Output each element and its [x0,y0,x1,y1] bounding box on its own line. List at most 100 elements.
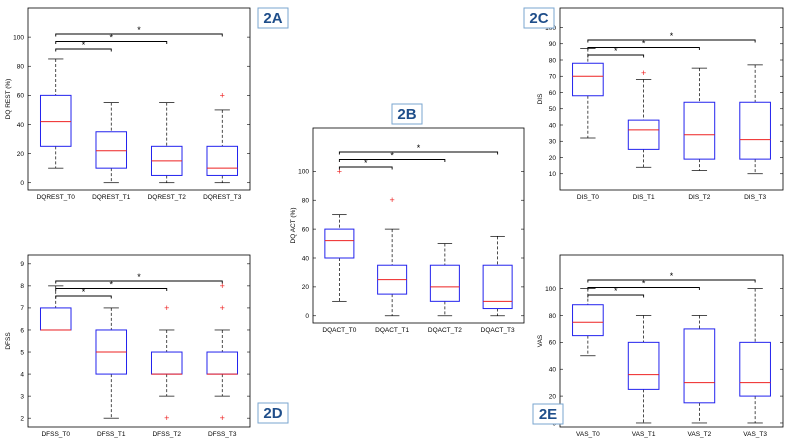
box-vas_t1 [627,315,660,424]
y-tick-label: 80 [302,198,310,205]
x-tick-label: DQACT_T2 [428,327,462,334]
y-tick-label: 60 [17,93,25,100]
panel-label: 2C [529,10,548,27]
y-tick-label: 8 [20,283,24,290]
significance-star: * [109,280,113,290]
significance-star: * [109,33,113,43]
box-dis_t0 [572,48,604,139]
y-axis-label: DQ ACT (%) [290,208,297,244]
y-tick-label: 5 [20,349,24,356]
y-tick-label: 40 [549,367,557,374]
iqr-box [95,131,128,169]
significance-bracket [55,41,168,44]
y-tick-label: 60 [549,340,557,347]
box-dqact_t0: + [324,166,355,302]
axes-frame [27,254,251,428]
x-tick-label: DFSS_T1 [97,431,126,438]
y-tick-label: 50 [549,106,557,113]
x-tick-label: DFSS_T0 [41,431,70,438]
y-tick-label: 60 [302,226,310,233]
outlier-point: + [641,68,646,78]
x-tick-label: DQREST_T0 [37,194,76,201]
panel-label-box [523,7,555,29]
iqr-box [683,101,716,160]
box-dis_t3 [739,64,771,175]
x-tick-label: DIS_T1 [633,194,655,201]
significance-bracket [587,287,700,290]
y-tick-label: 40 [17,122,25,129]
box-dqact_t3 [482,235,513,317]
significance-star: * [642,39,646,49]
x-tick-label: VAS_T3 [743,431,767,438]
x-tick-label: DQREST_T1 [92,194,131,201]
x-tick-label: DIS_T0 [577,194,599,201]
box-vas_t3 [739,288,771,424]
panel-label: 2E [539,406,557,423]
significance-bracket [587,54,645,58]
y-tick-label: 30 [549,139,557,146]
significance-bracket [55,288,168,291]
y-tick-label: 80 [549,57,557,64]
panel-label-box [532,403,564,425]
panel-label-box [391,103,423,125]
iqr-box [482,264,513,310]
panel-label: 2A [263,10,282,27]
significance-bracket [55,48,112,52]
y-axis-label: VAS [537,334,544,347]
outlier-point: + [164,303,169,313]
panel-label-box [257,402,289,424]
significance-star: * [417,143,421,153]
panel-label-box [257,7,289,29]
iqr-box [627,341,660,390]
iqr-box [572,304,604,337]
iqr-box [429,264,460,302]
panel-label: 2B [397,106,416,123]
box-dis_t2 [683,67,716,171]
y-tick-label: 0 [305,313,309,320]
y-tick-label: 90 [549,41,557,48]
x-tick-label: VAS_T1 [632,431,656,438]
y-tick-label: 20 [549,155,557,162]
x-tick-label: VAS_T0 [576,431,600,438]
box-dqrest_t2 [150,102,183,184]
iqr-box [739,101,771,160]
y-tick-label: 70 [549,74,557,81]
significance-star: * [670,271,674,281]
panel-2c: 102030405060708090100DISDIS_T0+DIS_T1DIS… [523,7,784,201]
significance-bracket [55,295,112,299]
y-tick-label: 80 [549,313,557,320]
x-tick-label: DQACT_T3 [481,327,515,334]
significance-star: * [642,279,646,289]
y-tick-label: 3 [20,393,24,400]
outlier-point: + [220,90,225,100]
box-dqrest_t1 [95,102,128,184]
y-tick-label: 9 [20,261,24,268]
x-tick-label: VAS_T2 [688,431,712,438]
x-tick-label: DQACT_T0 [322,327,356,334]
y-tick-label: 100 [545,286,556,293]
box-dfss_t2: ++ [150,303,183,423]
panel-2a: 0 20 40 60 80 100 DQ REST (%) DQREST_T0 DQREST_T… [5,7,289,201]
x-tick-label: DIS_T3 [744,194,766,201]
y-axis-label: DQ REST (%) [5,79,12,120]
iqr-box [572,62,604,97]
significance-star: * [670,31,674,41]
axes-frame [559,7,784,191]
y-tick-label: 60 [549,90,557,97]
significance-bracket [338,159,446,162]
panel-2e: 020406080100VASVAS_T0VAS_T1VAS_T2VAS_T3*… [532,254,784,438]
y-tick-label: 20 [17,151,25,158]
y-tick-label: 100 [13,34,24,41]
outlier-point: + [389,195,394,205]
outlier-point: + [220,413,225,423]
box-dis_t1: + [627,68,660,168]
panel-2b: 0 20 40 60 80 100 DQ ACT (%) + DQACT_T0 + DQACT_T1… [290,103,525,334]
y-axis-label: DFSS [5,332,12,350]
x-tick-label: DQREST_T3 [203,194,242,201]
significance-star: * [137,25,141,35]
significance-bracket [587,47,700,50]
significance-bracket [55,280,223,284]
y-tick-label: 20 [302,284,310,291]
